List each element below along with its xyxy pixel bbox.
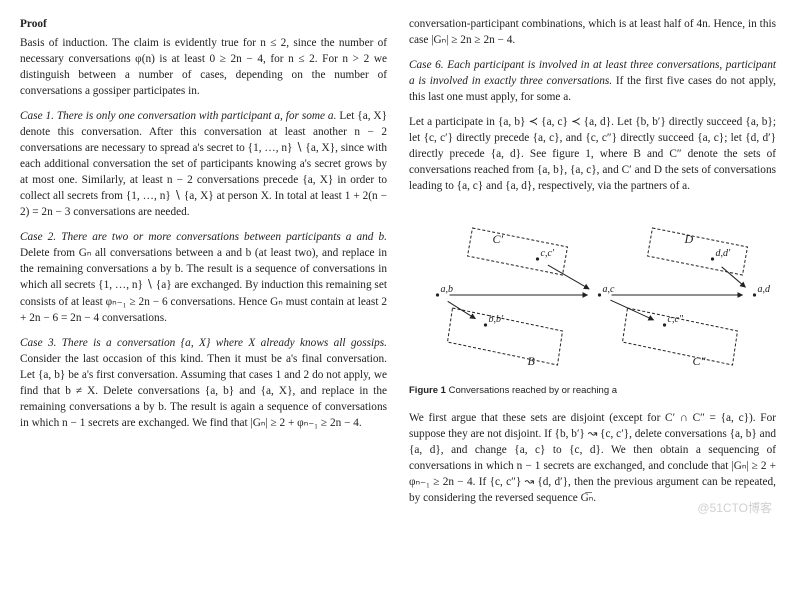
case6-paragraph-1: Case 6. Each participant is involved in … [409,57,776,105]
column-right: conversation-participant combinations, w… [409,16,776,515]
figure-biglabel: B [528,354,536,368]
case6-paragraph-2: Let a participate in {a, b} ≺ {a, c} ≺ {… [409,114,776,194]
figure-node-cc2 [663,324,666,327]
figure-1-caption-bold: Figure 1 [409,385,446,396]
figure-1-svg: a,b b,b′ c,c′ a,c c,c″ d,d′ a,d C′ D B C″ [409,203,776,373]
case2-body: Delete from Gₙ all conversations between… [20,247,387,323]
figure-node-label-ad: a,d [758,284,772,295]
case1-title: Case 1. There is only one conversation w… [20,110,336,122]
figure-node-ad [753,294,756,297]
figure-edge-cc1-ac [548,265,589,289]
case3-body: Consider the last occasion of this kind.… [20,353,387,429]
case2-paragraph: Case 2. There are two or more conversati… [20,229,387,325]
figure-1-diagram: a,b b,b′ c,c′ a,c c,c″ d,d′ a,d C′ D B C″ [409,203,776,378]
figure-node-label-ac: a,c [603,284,616,295]
figure-biglabel: D [684,232,694,246]
figure-node-cc1 [536,258,539,261]
figure-node-ab [436,294,439,297]
case3-paragraph: Case 3. There is a conversation {a, X} w… [20,335,387,431]
figure-region-B [448,308,563,365]
figure-node-label-cc1: c,c′ [541,248,555,259]
case3-title: Case 3. There is a conversation {a, X} w… [20,337,387,349]
figure-node-label-dd: d,d′ [716,248,732,259]
figure-edge-ac-cc2 [610,300,653,320]
figure-node-label-ab: a,b [441,284,454,295]
case1-body: Let {a, X} denote this conversation. Aft… [20,110,387,218]
basis-text: Basis of induction. The claim is evident… [20,37,387,97]
right-intro: conversation-participant combinations, w… [409,16,776,48]
case1-paragraph: Case 1. There is only one conversation w… [20,108,387,220]
figure-1-caption: Figure 1 Conversations reached by or rea… [409,384,776,397]
figure-biglabel: C′ [493,232,504,246]
case2-title: Case 2. There are two or more conversati… [20,231,387,243]
figure-node-dd [711,258,714,261]
figure-region-D [648,228,748,275]
figure-node-label-cc2: c,c″ [668,314,684,325]
figure-node-label-bb: b,b′ [489,314,505,325]
two-column-layout: Proof Basis of induction. The claim is e… [20,16,776,515]
figure-edge-dd-ad [722,267,746,287]
proof-heading: Proof [20,16,387,32]
figure-1-caption-rest: Conversations reached by or reaching a [446,385,617,396]
figure-biglabel: C″ [693,354,707,368]
figure-node-bb [484,324,487,327]
figure-node-ac [598,294,601,297]
after-figure-paragraph: We first argue that these sets are disjo… [409,410,776,506]
basis-paragraph: Basis of induction. The claim is evident… [20,35,387,99]
column-left: Proof Basis of induction. The claim is e… [20,16,387,515]
